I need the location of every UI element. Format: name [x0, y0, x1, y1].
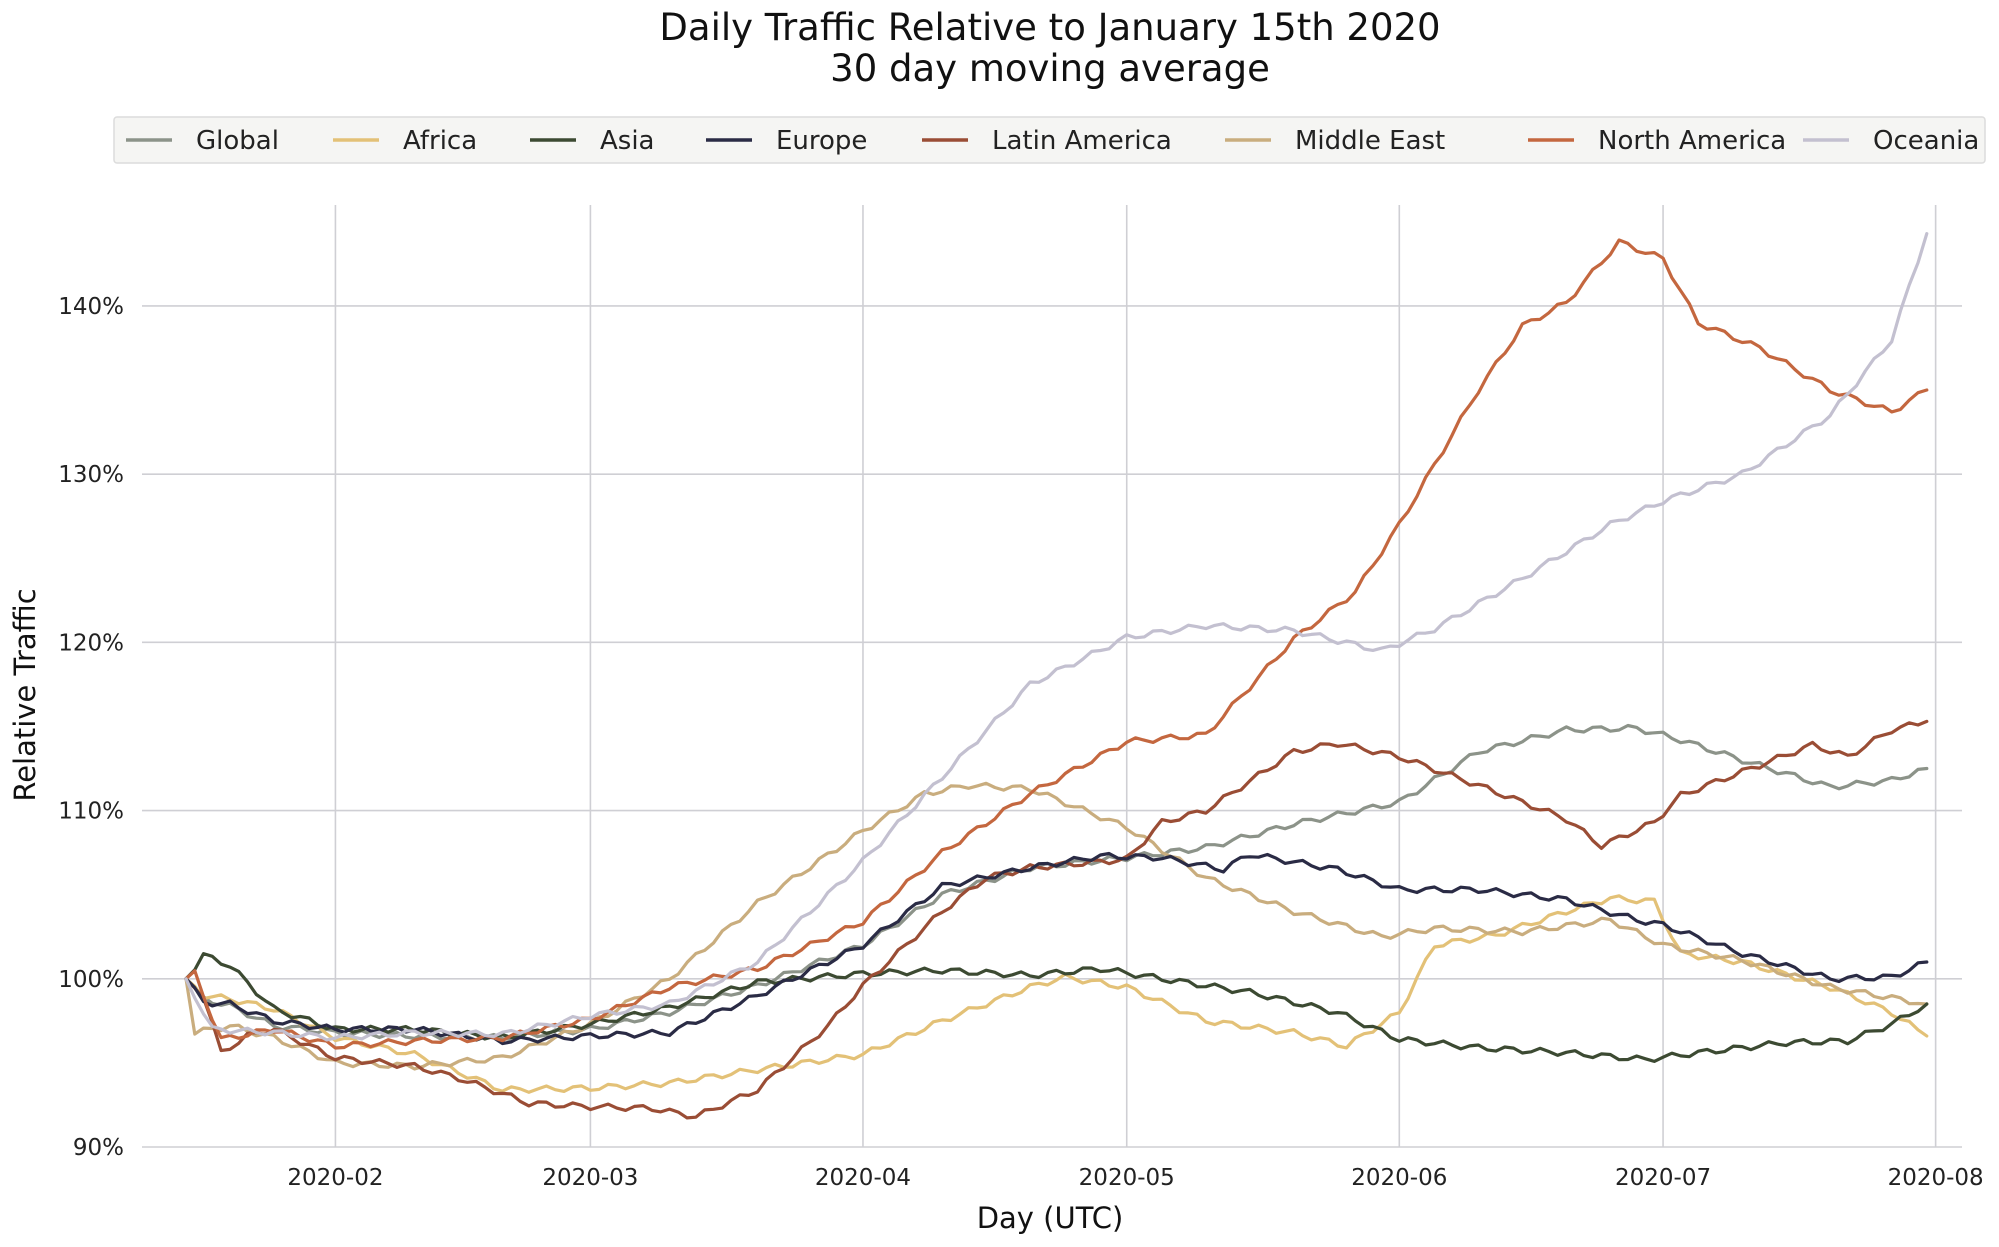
chart-title: Daily Traffic Relative to January 15th 2…	[659, 6, 1440, 49]
legend-label: Middle East	[1295, 126, 1445, 156]
series-line-latin-america	[184, 719, 1929, 1120]
legend-label: Africa	[403, 126, 477, 156]
legend-label: Europe	[776, 126, 867, 156]
y-tick-label: 90%	[73, 1135, 124, 1161]
series-line-asia	[184, 952, 1929, 1063]
grid-lines	[142, 205, 1962, 1148]
y-axis-label: Relative Traffic	[8, 588, 42, 801]
legend-label: Latin America	[992, 126, 1172, 156]
series-line-oceania	[184, 232, 1929, 1042]
y-tick-label: 130%	[58, 462, 124, 488]
legend-label: Asia	[600, 126, 655, 156]
x-tick-label: 2020-02	[287, 1165, 383, 1191]
y-tick-label: 120%	[58, 630, 124, 656]
series-lines	[184, 232, 1929, 1120]
legend-label: Global	[196, 126, 279, 156]
y-tick-label: 110%	[58, 799, 124, 825]
x-axis-label: Day (UTC)	[977, 1201, 1124, 1235]
chart-legend: Global Africa Asia Europe Latin America Middl…	[113, 116, 1986, 164]
y-axis-ticks: 90% 100% 110% 120% 130% 140%	[58, 294, 124, 1161]
series-line-global	[184, 723, 1929, 1042]
x-tick-label: 2020-08	[1888, 1165, 1984, 1191]
chart-subtitle: 30 day moving average	[830, 47, 1270, 90]
y-tick-label: 140%	[58, 294, 124, 320]
x-tick-label: 2020-05	[1079, 1165, 1175, 1191]
legend-label: Oceania	[1873, 126, 1979, 156]
x-tick-label: 2020-04	[815, 1165, 911, 1191]
series-line-africa	[184, 894, 1929, 1094]
legend-label: North America	[1598, 126, 1786, 156]
series-line-middle-east	[184, 781, 1929, 1071]
series-line-europe	[184, 851, 1929, 1046]
series-line-north-america	[184, 238, 1929, 1050]
x-axis-ticks: 2020-02 2020-03 2020-04 2020-05 2020-06 2020-…	[287, 1165, 1983, 1191]
y-tick-label: 100%	[58, 967, 124, 993]
x-tick-label: 2020-03	[542, 1165, 638, 1191]
x-tick-label: 2020-07	[1615, 1165, 1711, 1191]
x-tick-label: 2020-06	[1351, 1165, 1447, 1191]
legend-frame	[113, 116, 1986, 164]
